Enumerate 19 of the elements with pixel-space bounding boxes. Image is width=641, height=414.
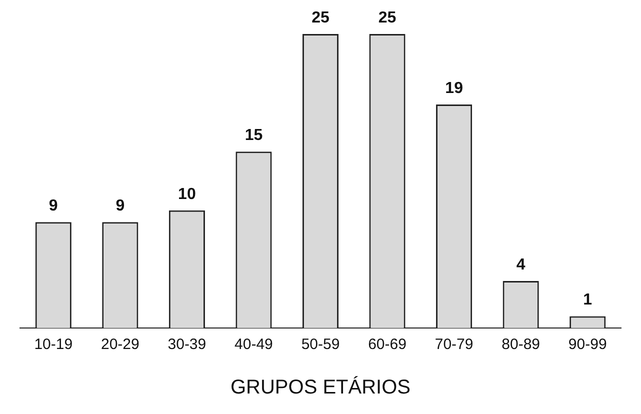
data-label: 9 [116, 198, 125, 215]
x-tick-label: 50-59 [301, 336, 340, 354]
data-label: 9 [48, 198, 58, 215]
data-label: 25 [312, 9, 330, 26]
data-label: 1 [583, 292, 592, 309]
x-tick-label: 20-29 [100, 336, 140, 354]
data-label: 10 [178, 186, 196, 203]
x-tick-label: 10-19 [34, 336, 73, 354]
x-tick-label: 90-99 [568, 336, 607, 354]
x-tick-label: 70-79 [434, 336, 474, 354]
x-tick-label: 30-39 [168, 336, 206, 354]
x-tick-label: 80-89 [502, 336, 540, 354]
data-label: 4 [516, 256, 526, 274]
data-label: 19 [445, 80, 464, 97]
x-tick-label: 40-49 [234, 336, 273, 354]
data-label: 15 [244, 127, 263, 144]
data-label: 25 [378, 9, 396, 26]
x-tick-label: 60-69 [368, 336, 406, 354]
x-axis-title: GRUPOS ETÁRIOS [230, 376, 411, 399]
